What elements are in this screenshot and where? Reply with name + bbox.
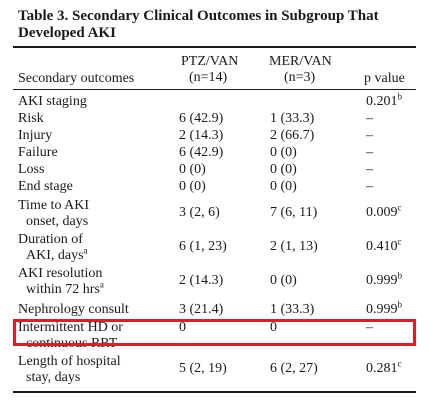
ptz-van-value: 3 (21.4) [179,302,224,317]
ptz-van-value: 5 (2, 19) [179,361,227,376]
p-value-footnote: c [397,236,402,247]
row-label: Time to AKI [18,198,90,213]
ptz-van-value: 3 (2, 6) [179,205,220,220]
bottom-rule [13,391,416,393]
row-label: Length of hospital [18,354,121,369]
ptz-van-value: 2 (14.3) [179,273,224,288]
row-label: Failure [18,145,58,160]
mer-van-value: 0 (0) [270,179,297,194]
mer-van-value: 7 (6, 11) [270,205,318,220]
row-label: Duration of [18,232,83,247]
header-mer-van-n: (n=3) [284,70,316,85]
p-value: – [366,145,373,160]
mer-van-value: 2 (1, 13) [270,239,318,254]
p-value-footnote: b [397,299,403,310]
ptz-van-value: 6 (1, 23) [179,239,227,254]
ptz-van-value: 0 (0) [179,162,206,177]
row-label: Loss [18,162,45,177]
mer-van-value: 0 (0) [270,273,297,288]
p-value-footnote: c [397,202,402,213]
p-value: 0.999b [366,299,403,317]
p-value: 0.410c [366,236,402,254]
ptz-van-value: 0 (0) [179,179,206,194]
ptz-van-value: 6 (42.9) [179,145,224,160]
p-value-footnote: b [397,91,403,102]
p-value: 0.201b [366,91,403,109]
ptz-van-value: 6 (42.9) [179,111,224,126]
header-p-value: p value [364,71,405,86]
mer-van-value: 1 (33.3) [270,302,315,317]
mer-van-value: 2 (66.7) [270,128,315,143]
row-label: End stage [18,179,73,194]
p-value: 0.281c [366,358,402,376]
ptz-van-value: 2 (14.3) [179,128,224,143]
p-value: 0.009c [366,202,402,220]
p-value: – [366,111,373,126]
p-value: 0.999b [366,270,403,288]
p-value-footnote: b [397,270,403,281]
header-ptz-van: PTZ/VAN [181,54,239,69]
header-mer-van: MER/VAN [269,54,332,69]
header-rule [13,89,416,90]
row-label: Injury [18,128,53,143]
row-label-line2: within 72 hrsa [26,279,104,297]
row-label-line2: stay, days [26,370,81,385]
row-label-line2-footnote: a [99,279,104,290]
p-value: – [366,320,373,335]
row-label: Intermittent HD or [18,320,123,335]
p-value: – [366,179,373,194]
p-value: – [366,162,373,177]
row-label-line2: onset, days [26,214,89,229]
row-label-line2: AKI, daysa [26,245,88,263]
mer-van-value: 0 (0) [270,162,297,177]
mer-van-value: 6 (2, 27) [270,361,318,376]
highlight-box [13,319,416,346]
row-label: Nephrology consult [18,302,129,317]
header-ptz-van-n: (n=14) [189,70,228,85]
top-rule [13,46,416,48]
p-value-footnote: c [397,358,402,369]
row-label: AKI staging [18,94,87,109]
ptz-van-value: 0 [179,320,186,335]
mer-van-value: 0 [270,320,277,335]
mer-van-value: 1 (33.3) [270,111,315,126]
p-value: – [366,128,373,143]
row-label: Risk [18,111,44,126]
row-label-line2-footnote: a [83,245,88,256]
table-title: Table 3. Secondary Clinical Outcomes in … [18,8,379,41]
header-secondary-outcomes: Secondary outcomes [18,71,135,86]
row-label: AKI resolution [18,266,103,281]
mer-van-value: 0 (0) [270,145,297,160]
